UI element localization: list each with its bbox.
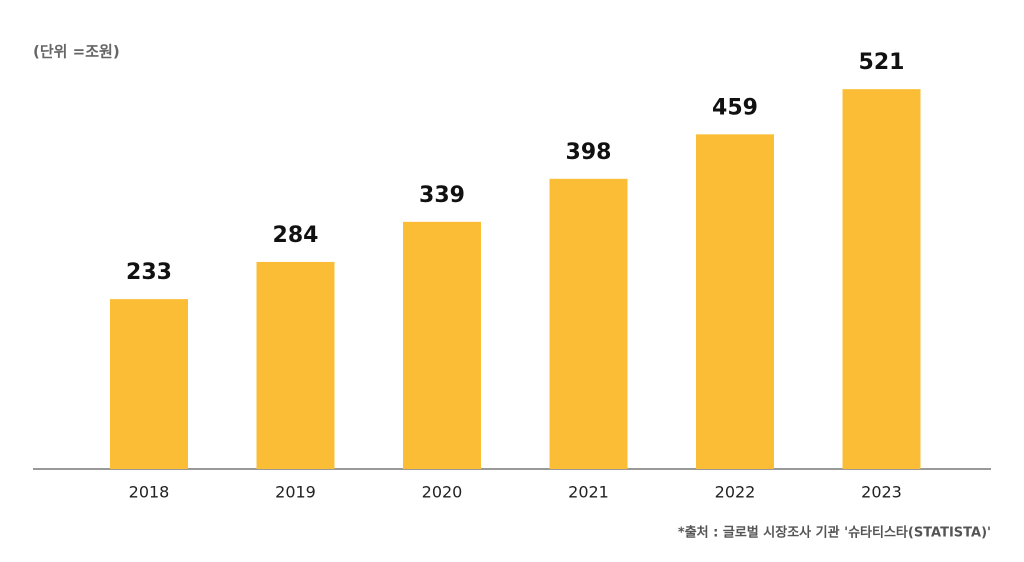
value-label: 233: [126, 260, 172, 285]
unit-label: (단위 =조원): [33, 43, 120, 61]
x-tick-label: 2021: [568, 483, 609, 502]
value-label: 339: [419, 183, 465, 208]
x-tick-label: 2022: [715, 483, 756, 502]
bar: [696, 134, 774, 469]
bar: [549, 178, 628, 469]
x-tick-label: 2019: [275, 483, 316, 502]
bar: [842, 89, 921, 469]
x-tick-label: 2018: [129, 483, 170, 502]
bar: [256, 261, 335, 469]
value-label: 284: [273, 223, 319, 248]
value-label: 521: [859, 50, 905, 75]
value-label: 398: [566, 140, 612, 165]
x-tick-label: 2020: [422, 483, 463, 502]
x-tick-label: 2023: [861, 483, 902, 502]
value-label: 459: [712, 95, 758, 120]
source-note: *출처 : 글로벌 시장조사 기관 '슈타티스타(STATISTA)': [678, 525, 991, 541]
bar: [403, 221, 481, 469]
bar: [110, 299, 188, 469]
